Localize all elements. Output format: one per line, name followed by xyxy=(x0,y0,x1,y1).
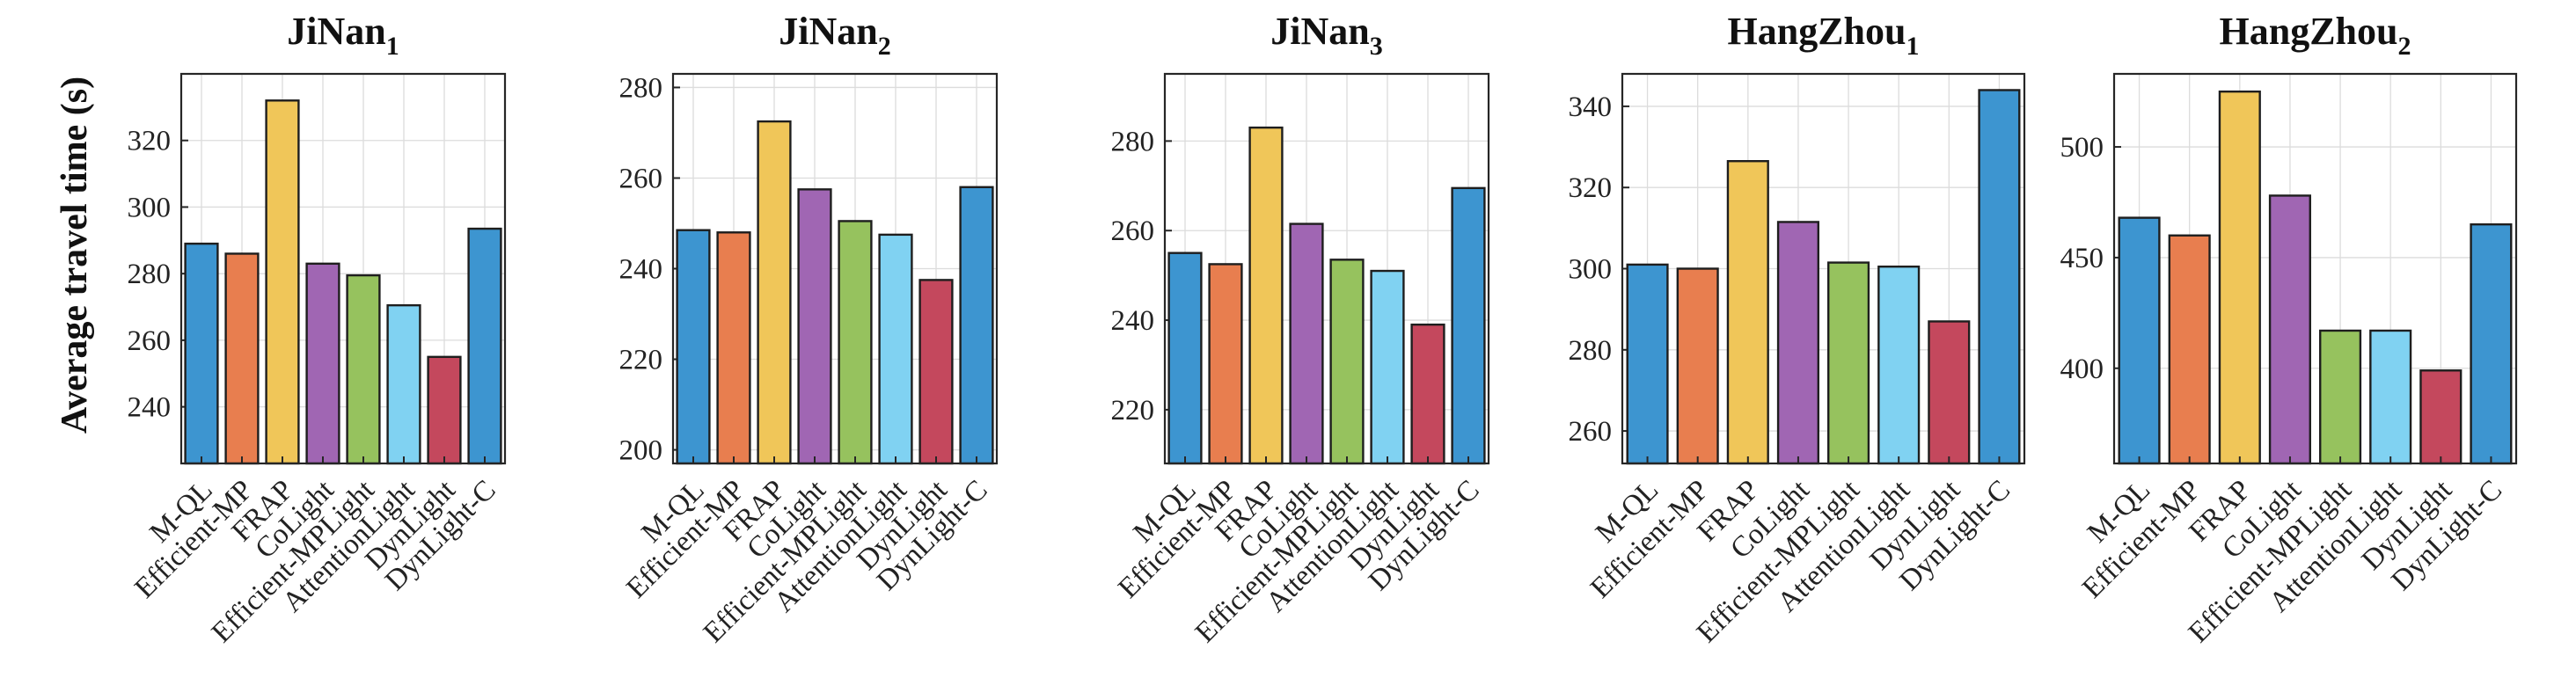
y-tick-label: 280 xyxy=(1111,126,1155,157)
bar-attentionlight xyxy=(1877,265,1921,465)
bar-attentionlight xyxy=(386,303,421,465)
bar-m-ql xyxy=(1167,252,1203,465)
plot-area xyxy=(1163,72,1490,465)
bar-frap xyxy=(1726,160,1769,465)
chart-title: JiNan2 xyxy=(779,10,890,61)
bar-efficient-mp xyxy=(1676,267,1719,465)
bar-efficient-mp xyxy=(224,252,260,465)
chart-title-main: HangZhou xyxy=(1728,10,1906,53)
y-tick-label: 240 xyxy=(619,254,663,286)
bar-dynlight xyxy=(1410,323,1445,465)
bar-dynlight-c xyxy=(467,227,502,465)
bar-m-ql xyxy=(2118,216,2161,465)
y-tick-label: 240 xyxy=(1111,305,1155,337)
y-tick-label: 300 xyxy=(128,192,172,223)
y-tick-label: 320 xyxy=(128,126,172,157)
bar-efficient-mp xyxy=(2168,234,2211,465)
y-tick-label: 450 xyxy=(2060,243,2104,274)
chart-panel-4: 260280300320340M-QLEfficient-MPFRAPCoLig… xyxy=(1569,10,2026,649)
plot-area xyxy=(671,72,999,465)
chart-title: JiNan3 xyxy=(1270,10,1382,61)
chart-title-main: HangZhou xyxy=(2220,10,2398,53)
chart-title-main: JiNan xyxy=(779,10,877,53)
y-tick-label: 220 xyxy=(619,345,663,376)
bar-m-ql xyxy=(676,229,711,465)
chart-panel-5: 400450500M-QLEfficient-MPFRAPCoLightEffi… xyxy=(2060,10,2518,649)
bar-efficient-mp xyxy=(716,231,751,465)
bar-frap xyxy=(1248,126,1284,465)
plot-area xyxy=(2112,72,2518,465)
bar-dynlight-c xyxy=(1451,186,1486,465)
bar-efficient-mplight xyxy=(838,220,873,465)
bar-m-ql xyxy=(184,242,219,465)
chart-title-subscript: 1 xyxy=(386,32,399,61)
bar-frap xyxy=(265,99,300,465)
bar-attentionlight xyxy=(1370,269,1405,465)
y-tick-label: 220 xyxy=(1111,395,1155,427)
y-axis-label: Average travel time (s) xyxy=(55,77,95,434)
y-tick-label: 260 xyxy=(128,325,172,357)
bar-dynlight-c xyxy=(959,186,994,465)
plot-area xyxy=(1621,72,2026,465)
chart-title-main: JiNan xyxy=(287,10,385,53)
y-tick-label: 340 xyxy=(1569,91,1613,123)
chart-panel-2: 200220240260280M-QLEfficient-MPFRAPCoLig… xyxy=(619,10,999,649)
plot-area xyxy=(179,72,507,465)
bar-efficient-mplight xyxy=(1827,261,1870,465)
bar-m-ql xyxy=(1626,263,1669,465)
chart-title-main: JiNan xyxy=(1270,10,1369,53)
chart-title-subscript: 3 xyxy=(1370,32,1383,61)
y-tick-label: 260 xyxy=(619,163,663,194)
chart-title: JiNan1 xyxy=(287,10,399,61)
bar-efficient-mplight xyxy=(1329,259,1365,465)
chart-title: HangZhou1 xyxy=(1728,10,1920,61)
bar-dynlight xyxy=(427,355,462,465)
bar-colight xyxy=(2268,194,2311,465)
chart-title-subscript: 2 xyxy=(878,32,891,61)
bar-dynlight xyxy=(1928,320,1971,465)
y-tick-label: 320 xyxy=(1569,172,1613,204)
y-tick-label: 500 xyxy=(2060,132,2104,164)
chart-title-subscript: 1 xyxy=(1906,32,1919,61)
bar-frap xyxy=(2218,90,2261,465)
bar-dynlight-c xyxy=(1978,89,2021,465)
bar-colight xyxy=(1289,222,1324,465)
y-tick-label: 280 xyxy=(128,259,172,290)
y-tick-label: 200 xyxy=(619,435,663,467)
bar-dynlight xyxy=(918,279,954,465)
y-tick-label: 260 xyxy=(1569,416,1613,448)
y-tick-label: 300 xyxy=(1569,254,1613,286)
chart-title: HangZhou2 xyxy=(2220,10,2411,61)
bar-efficient-mp xyxy=(1208,263,1243,465)
bar-efficient-mplight xyxy=(2319,329,2362,465)
y-tick-label: 240 xyxy=(128,392,172,424)
bar-attentionlight xyxy=(2369,329,2412,465)
y-tick-label: 280 xyxy=(1569,335,1613,367)
y-tick-label: 280 xyxy=(619,72,663,104)
bar-frap xyxy=(757,120,792,465)
bar-colight xyxy=(797,188,832,465)
bar-dynlight xyxy=(2419,369,2463,465)
chart-panel-1: 240260280300320M-QLEfficient-MPFRAPCoLig… xyxy=(128,10,507,649)
chart-title-subscript: 2 xyxy=(2397,32,2411,61)
bar-colight xyxy=(1776,221,1819,465)
bar-attentionlight xyxy=(878,233,913,465)
y-tick-label: 400 xyxy=(2060,354,2104,385)
bar-efficient-mplight xyxy=(346,273,381,465)
bar-colight xyxy=(305,262,340,465)
y-tick-label: 260 xyxy=(1111,215,1155,247)
bar-dynlight-c xyxy=(2470,222,2513,465)
chart-panel-3: 220240260280M-QLEfficient-MPFRAPCoLightE… xyxy=(1111,10,1490,649)
